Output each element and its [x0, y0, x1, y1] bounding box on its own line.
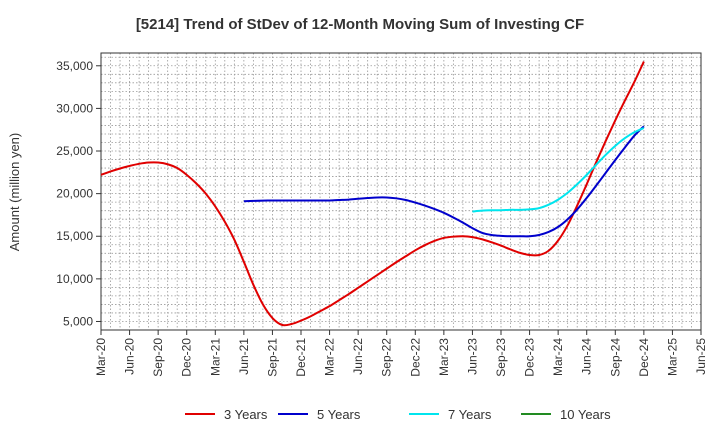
plot-area: 5,000 10,000 15,000 20,000 25,000 30,000 35,00…	[56, 52, 708, 377]
chart-title: [5214] Trend of StDev of 12-Month Moving…	[136, 16, 584, 33]
legend-label: 10 Years	[560, 407, 611, 422]
x-tick-label: Sep-23	[494, 338, 508, 377]
y-tick-label: 15,000	[56, 229, 93, 243]
legend-label: 7 Years	[448, 407, 492, 422]
x-tick-label: Mar-21	[208, 338, 222, 376]
legend: 3 Years 5 Years 7 Years 10 Years	[185, 407, 611, 422]
plot-frame	[100, 52, 702, 331]
x-tick-label: Dec-20	[180, 338, 194, 377]
x-tick-label: Dec-21	[294, 338, 308, 377]
x-tick-label: Jun-23	[465, 338, 479, 375]
x-tick-label: Jun-24	[580, 338, 594, 375]
y-tick-label: 20,000	[56, 187, 93, 201]
x-tick-label: Dec-22	[408, 338, 422, 377]
x-tick-label: Dec-24	[637, 338, 651, 377]
x-tick-label: Dec-23	[523, 338, 537, 377]
series-line-7-years	[472, 127, 645, 213]
x-tick-label: Mar-23	[437, 338, 451, 376]
legend-label: 3 Years	[224, 407, 268, 422]
y-tick-label: 5,000	[63, 314, 93, 328]
y-tick-label: 35,000	[56, 59, 93, 73]
x-tick-label: Mar-25	[665, 338, 679, 376]
x-tick-label: Mar-24	[551, 338, 565, 376]
series-line-5-years	[243, 125, 645, 238]
x-tick-label: Jun-21	[237, 338, 251, 375]
x-tick-label: Mar-20	[94, 338, 108, 376]
x-tick-label: Sep-24	[608, 338, 622, 377]
x-tick-label: Sep-20	[151, 338, 165, 377]
x-tick-label: Sep-21	[265, 338, 279, 377]
legend-label: 5 Years	[317, 407, 361, 422]
y-tick-label: 25,000	[56, 144, 93, 158]
y-tick-label: 30,000	[56, 101, 93, 115]
x-tick-label: Jun-22	[351, 338, 365, 375]
x-tick-label: Jun-20	[123, 338, 137, 375]
y-axis-label: Amount (million yen)	[7, 133, 22, 252]
x-tick-label: Sep-22	[380, 338, 394, 377]
y-tick-label: 10,000	[56, 272, 93, 286]
x-tick-label: Mar-22	[323, 338, 337, 376]
x-tick-label: Jun-25	[694, 338, 708, 375]
series-line-3-years	[100, 61, 645, 327]
